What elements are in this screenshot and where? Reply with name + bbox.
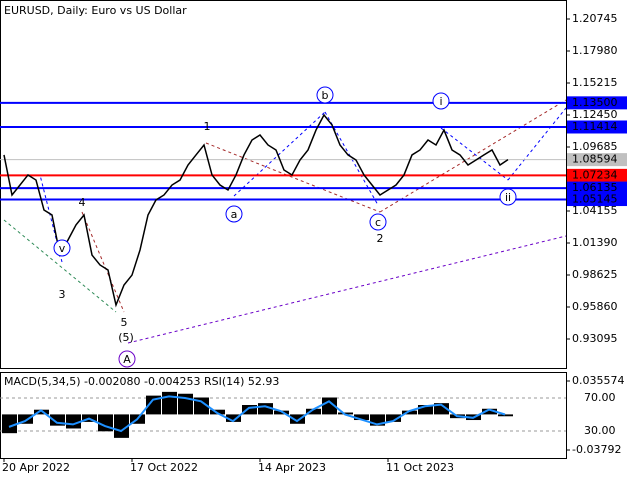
- wave-label: 3: [59, 288, 66, 301]
- level-label-bg: [567, 168, 627, 182]
- wave-label: 1: [204, 120, 211, 133]
- y-tick-label: 1.01390: [572, 236, 618, 249]
- level-label-bg: [567, 96, 627, 110]
- macd-bar: [114, 414, 129, 438]
- y-tick-label: 0.95860: [572, 300, 618, 313]
- macd-bar: [2, 414, 17, 434]
- macd-bar: [162, 391, 177, 415]
- rsi-line: [8, 395, 506, 433]
- wave-label: ii: [505, 191, 511, 204]
- wave-circle: [53, 239, 71, 257]
- wave-label: i: [439, 95, 442, 108]
- level-label: 1.08594: [572, 153, 618, 166]
- indicator-frame: [0, 372, 567, 459]
- macd-bar: [18, 414, 33, 424]
- trend-line: [507, 107, 567, 181]
- macd-bar: [354, 414, 369, 421]
- x-tick-label: 11 Oct 2023: [386, 461, 454, 474]
- y-tick-label: 1.04155: [572, 204, 618, 217]
- wave-label: v: [59, 242, 66, 255]
- level-label: 1.06135: [572, 181, 618, 194]
- x-tick-label: 20 Apr 2022: [2, 461, 70, 474]
- trend-line: [81, 211, 125, 313]
- level-label-bg: [567, 153, 627, 167]
- y-tick-label: 70.00: [584, 391, 616, 404]
- y-tick-label: 0.93095: [572, 332, 618, 345]
- macd-bar: [370, 414, 385, 426]
- chart-title: EURUSD, Daily: Euro vs US Dollar: [4, 4, 187, 17]
- wave-circle: [499, 188, 517, 206]
- x-tick-label: 14 Apr 2023: [258, 461, 326, 474]
- macd-bar: [242, 405, 257, 415]
- trend-line: [205, 142, 381, 213]
- y-tick-label: 30.00: [584, 424, 616, 437]
- wave-label: b: [322, 89, 329, 102]
- level-label: 1.05145: [572, 193, 618, 206]
- price-line: [3, 113, 509, 308]
- macd-bar: [290, 414, 305, 424]
- wave-label: 5: [121, 316, 128, 329]
- level-label: 1.07234: [572, 168, 618, 181]
- level-label: 1.11414: [572, 120, 618, 133]
- macd-bar: [146, 395, 161, 415]
- macd-bar: [402, 410, 417, 415]
- wave-circle: [225, 205, 243, 223]
- wave-label: a: [231, 208, 238, 221]
- macd-bar: [306, 408, 321, 415]
- wave-circle: [432, 92, 450, 110]
- indicator-label: MACD(5,34,5) -0.002080 -0.004253 RSI(14)…: [4, 375, 279, 388]
- macd-bar: [194, 397, 209, 415]
- y-tick-label: 1.15215: [572, 76, 618, 89]
- macd-bar: [50, 414, 65, 426]
- wave-label: (5): [118, 331, 134, 344]
- trend-line: [127, 235, 567, 344]
- macd-bar: [322, 397, 337, 415]
- wave-circle: [369, 213, 387, 231]
- macd-bar: [482, 408, 497, 415]
- y-tick-label: 1.09685: [572, 140, 618, 153]
- trend-line: [379, 99, 567, 213]
- main-frame: [0, 0, 567, 369]
- macd-bar: [226, 414, 241, 422]
- level-label-bg: [567, 120, 627, 134]
- x-tick-label: 17 Oct 2022: [130, 461, 198, 474]
- macd-bar: [386, 414, 401, 422]
- trend-line: [233, 111, 326, 197]
- macd-bar: [258, 403, 273, 415]
- level-label-bg: [567, 193, 627, 207]
- wave-label: c: [375, 216, 381, 229]
- wave-label: 2: [377, 232, 384, 245]
- level-label-bg: [567, 181, 627, 195]
- macd-bar: [498, 414, 513, 417]
- trend-line: [440, 127, 509, 181]
- y-tick-label: 1.12450: [572, 108, 618, 121]
- trend-lines: [3, 99, 567, 344]
- macd-bar: [418, 405, 433, 415]
- wave-label: 4: [79, 196, 86, 209]
- macd-bar: [434, 403, 449, 415]
- wave-label: A: [123, 353, 131, 366]
- y-tick-label: 1.20745: [572, 12, 618, 25]
- macd-bar: [338, 412, 353, 415]
- macd-bar: [34, 409, 49, 415]
- y-tick-label: -0.03792: [572, 443, 621, 456]
- wave-circle: [316, 86, 334, 104]
- level-label: 1.13500: [572, 96, 618, 109]
- trend-line: [3, 219, 117, 313]
- y-tick-label: 1.17980: [572, 44, 618, 57]
- y-tick-label: 0.035574: [572, 374, 625, 387]
- wave-circle: [118, 350, 136, 368]
- y-tick-label: 0.98625: [572, 268, 618, 281]
